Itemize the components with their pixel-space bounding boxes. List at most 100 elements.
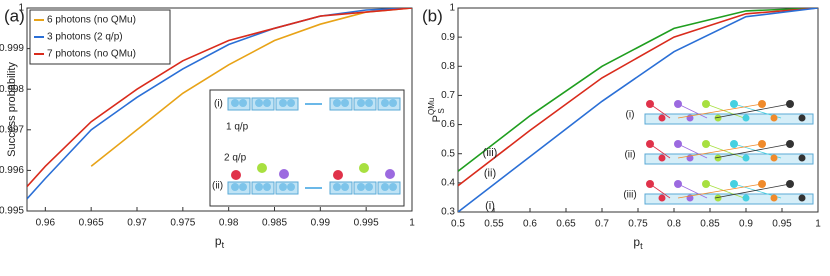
inset-label: (ii) xyxy=(624,150,635,161)
edge xyxy=(705,103,745,119)
photon xyxy=(770,194,778,202)
inset-label: (iii) xyxy=(623,190,636,201)
y-tick-label: 0.4 xyxy=(441,177,455,188)
qubit xyxy=(263,183,271,191)
qubit xyxy=(389,183,397,191)
edge xyxy=(677,103,763,119)
y-tick-label: 0.998 xyxy=(0,84,24,95)
panel-label: (a) xyxy=(4,6,25,25)
qubit xyxy=(381,99,389,107)
x-axis-label-sub: t xyxy=(640,241,643,251)
x-tick-label: 0.9 xyxy=(739,219,753,230)
qubit xyxy=(357,99,365,107)
y-tick-label: 0.995 xyxy=(0,206,24,217)
photon xyxy=(702,140,710,148)
x-tick-label: 0.55 xyxy=(484,219,504,230)
series-line xyxy=(27,8,412,200)
photon xyxy=(742,114,750,122)
series-label: (iii) xyxy=(483,147,498,159)
y-axis-label-sub: S xyxy=(437,108,446,113)
x-tick-label: 0.5 xyxy=(451,219,465,230)
photon xyxy=(359,163,369,173)
y-tick-label: 0.7 xyxy=(441,90,455,101)
series-line xyxy=(458,8,818,187)
series-label: (i) xyxy=(485,200,495,212)
edge xyxy=(649,183,671,199)
series-line xyxy=(458,8,818,212)
photon xyxy=(714,114,722,122)
qubit xyxy=(365,183,373,191)
x-tick-label: 0.97 xyxy=(127,218,147,229)
qubit xyxy=(231,183,239,191)
photon xyxy=(758,100,766,108)
axes-frame xyxy=(26,7,413,212)
qubit xyxy=(357,183,365,191)
x-tick-label: 0.965 xyxy=(79,218,104,229)
x-tick-label: 0.975 xyxy=(170,218,195,229)
y-tick-label: 0.6 xyxy=(441,119,455,130)
inset-label: 1 q/p xyxy=(226,122,249,133)
edge xyxy=(677,183,763,199)
inset-label: (i) xyxy=(626,110,635,121)
y-axis-label-sup: QMu xyxy=(427,98,436,115)
photon xyxy=(770,114,778,122)
photon xyxy=(702,100,710,108)
legend xyxy=(29,9,171,65)
x-tick-label: 1 xyxy=(409,218,415,229)
qubit xyxy=(239,99,247,107)
inset-label: 2 q/p xyxy=(224,153,247,164)
x-tick-label: 0.95 xyxy=(772,219,792,230)
qubit xyxy=(365,99,373,107)
photon xyxy=(674,140,682,148)
qubit xyxy=(287,99,295,107)
y-tick-label: 1 xyxy=(18,3,24,14)
photon xyxy=(231,170,241,180)
photon xyxy=(786,100,794,108)
qubit xyxy=(287,183,295,191)
panel-label: (b) xyxy=(422,6,443,25)
photon xyxy=(758,180,766,188)
x-axis-label-main: p xyxy=(633,235,640,249)
qubit xyxy=(381,183,389,191)
qubit-row xyxy=(644,113,814,125)
y-tick-label: 0.997 xyxy=(0,124,24,135)
qubit xyxy=(341,183,349,191)
photon xyxy=(758,140,766,148)
photon xyxy=(658,114,666,122)
qubit xyxy=(255,99,263,107)
edge xyxy=(649,143,671,159)
photon xyxy=(730,100,738,108)
edge xyxy=(677,143,708,159)
photon xyxy=(646,100,654,108)
x-axis-label-main: p xyxy=(215,234,222,248)
qubit-row xyxy=(644,153,814,165)
x-tick-label: 0.96 xyxy=(36,218,56,229)
photon xyxy=(714,194,722,202)
series-line xyxy=(90,8,412,167)
qubit xyxy=(389,99,397,107)
qubit xyxy=(279,183,287,191)
inset-label: (i) xyxy=(214,99,223,110)
edge xyxy=(714,103,791,119)
y-tick-label: 0.3 xyxy=(441,207,455,218)
edge xyxy=(714,143,791,159)
photon xyxy=(646,180,654,188)
x-tick-label: 0.85 xyxy=(700,219,720,230)
series-label: (ii) xyxy=(484,168,496,180)
photon xyxy=(333,170,343,180)
x-axis-label-sub: t xyxy=(222,240,225,250)
y-tick-label: 0.999 xyxy=(0,43,24,54)
photon xyxy=(714,154,722,162)
y-tick-label: 0.8 xyxy=(441,61,455,72)
qubit xyxy=(333,99,341,107)
inset-label: (ii) xyxy=(212,181,223,192)
photon xyxy=(674,100,682,108)
x-tick-label: 0.985 xyxy=(262,218,287,229)
x-tick-label: 0.75 xyxy=(628,219,648,230)
photon xyxy=(786,180,794,188)
x-tick-label: 0.8 xyxy=(667,219,681,230)
edge xyxy=(705,143,745,159)
photon xyxy=(658,194,666,202)
photon xyxy=(798,154,806,162)
